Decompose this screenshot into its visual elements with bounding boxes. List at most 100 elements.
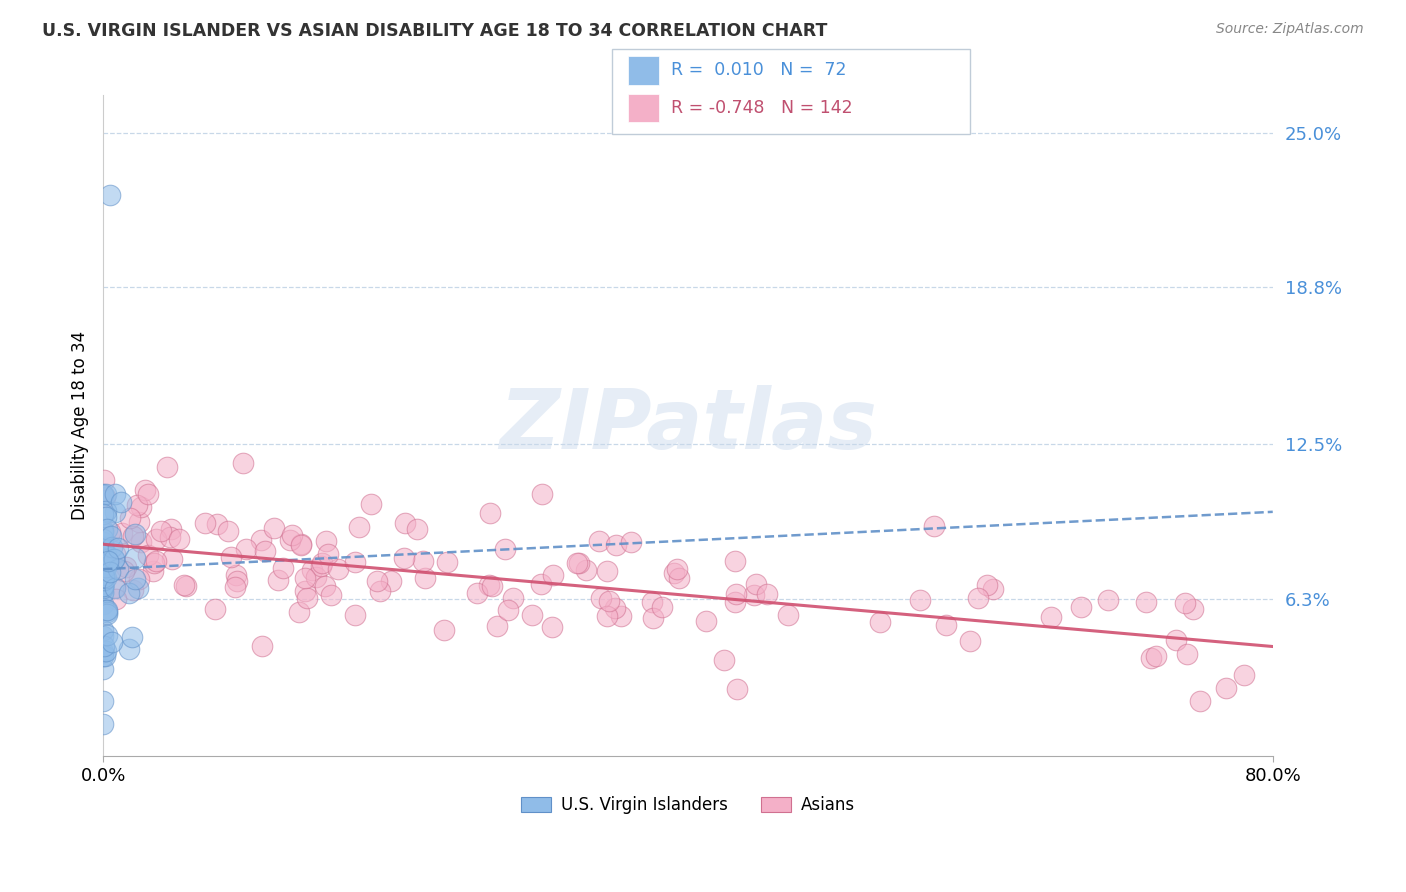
Point xyxy=(205,516,228,531)
Point xyxy=(380,574,402,588)
Point xyxy=(412,554,434,568)
Point xyxy=(94,509,117,524)
Point xyxy=(91,535,114,549)
Point xyxy=(124,527,146,541)
Point xyxy=(94,487,117,501)
Point xyxy=(100,188,122,202)
Point xyxy=(316,547,339,561)
Point xyxy=(301,563,323,577)
Point xyxy=(93,570,115,584)
Point xyxy=(724,595,747,609)
Point xyxy=(91,585,114,599)
Point xyxy=(314,579,336,593)
Point xyxy=(103,551,125,566)
Point xyxy=(118,642,141,657)
Point xyxy=(91,551,114,566)
Point xyxy=(174,579,197,593)
Point xyxy=(575,563,598,577)
Point xyxy=(127,582,149,596)
Point xyxy=(101,541,124,555)
Point xyxy=(96,605,118,619)
Point xyxy=(134,483,156,497)
Point xyxy=(93,649,115,664)
Point xyxy=(96,547,118,561)
Point xyxy=(924,519,946,533)
Point xyxy=(103,552,125,566)
Point xyxy=(224,581,246,595)
Point xyxy=(1040,610,1063,624)
Point xyxy=(294,583,316,598)
Point xyxy=(91,579,114,593)
Point xyxy=(93,640,115,654)
Point xyxy=(485,619,508,633)
Point xyxy=(142,556,165,570)
Point xyxy=(110,495,132,509)
Point xyxy=(91,524,114,539)
Point xyxy=(91,645,114,659)
Point xyxy=(496,603,519,617)
Point xyxy=(91,571,114,585)
Point xyxy=(1215,681,1237,696)
Point xyxy=(91,562,114,576)
Point xyxy=(91,523,114,537)
Point xyxy=(98,524,121,539)
Point xyxy=(281,528,304,542)
Point xyxy=(588,533,610,548)
Point xyxy=(641,595,664,609)
Point xyxy=(96,522,118,536)
Point xyxy=(118,586,141,600)
Point xyxy=(94,644,117,658)
Point xyxy=(91,624,114,638)
Point xyxy=(96,504,118,518)
Point xyxy=(309,559,332,574)
Point xyxy=(295,591,318,605)
Point xyxy=(129,534,152,549)
Point xyxy=(160,552,183,566)
Point xyxy=(93,568,115,582)
Point xyxy=(266,573,288,587)
Point xyxy=(620,534,643,549)
Point xyxy=(91,532,114,546)
Point xyxy=(129,500,152,515)
Point xyxy=(101,635,124,649)
Point xyxy=(530,487,553,501)
Point xyxy=(290,537,312,551)
Legend: U.S. Virgin Islanders, Asians: U.S. Virgin Islanders, Asians xyxy=(515,789,862,821)
Point xyxy=(713,653,735,667)
Point xyxy=(100,565,122,579)
Point xyxy=(250,533,273,548)
Point xyxy=(725,587,748,601)
Point xyxy=(250,639,273,653)
Point xyxy=(91,564,114,578)
Point xyxy=(392,551,415,566)
Point xyxy=(159,530,181,544)
Point xyxy=(128,572,150,586)
Point xyxy=(742,588,765,602)
Point xyxy=(91,488,114,502)
Point xyxy=(668,571,690,585)
Point xyxy=(219,550,242,565)
Point xyxy=(966,591,988,606)
Point xyxy=(111,525,134,540)
Point xyxy=(1097,593,1119,607)
Point xyxy=(605,539,627,553)
Point xyxy=(643,611,665,625)
Text: R =  0.010   N =  72: R = 0.010 N = 72 xyxy=(671,62,846,79)
Point xyxy=(94,571,117,585)
Point xyxy=(869,615,891,629)
Point xyxy=(225,567,247,582)
Point xyxy=(1233,668,1256,682)
Point xyxy=(724,554,747,568)
Point xyxy=(232,456,254,470)
Point xyxy=(235,541,257,556)
Text: U.S. VIRGIN ISLANDER VS ASIAN DISABILITY AGE 18 TO 34 CORRELATION CHART: U.S. VIRGIN ISLANDER VS ASIAN DISABILITY… xyxy=(42,22,828,40)
Point xyxy=(96,559,118,574)
Point xyxy=(115,560,138,574)
Point xyxy=(1069,599,1091,614)
Point xyxy=(368,584,391,599)
Point xyxy=(91,539,114,553)
Point xyxy=(651,599,673,614)
Point xyxy=(290,538,312,552)
Point xyxy=(433,623,456,637)
Point xyxy=(91,649,114,664)
